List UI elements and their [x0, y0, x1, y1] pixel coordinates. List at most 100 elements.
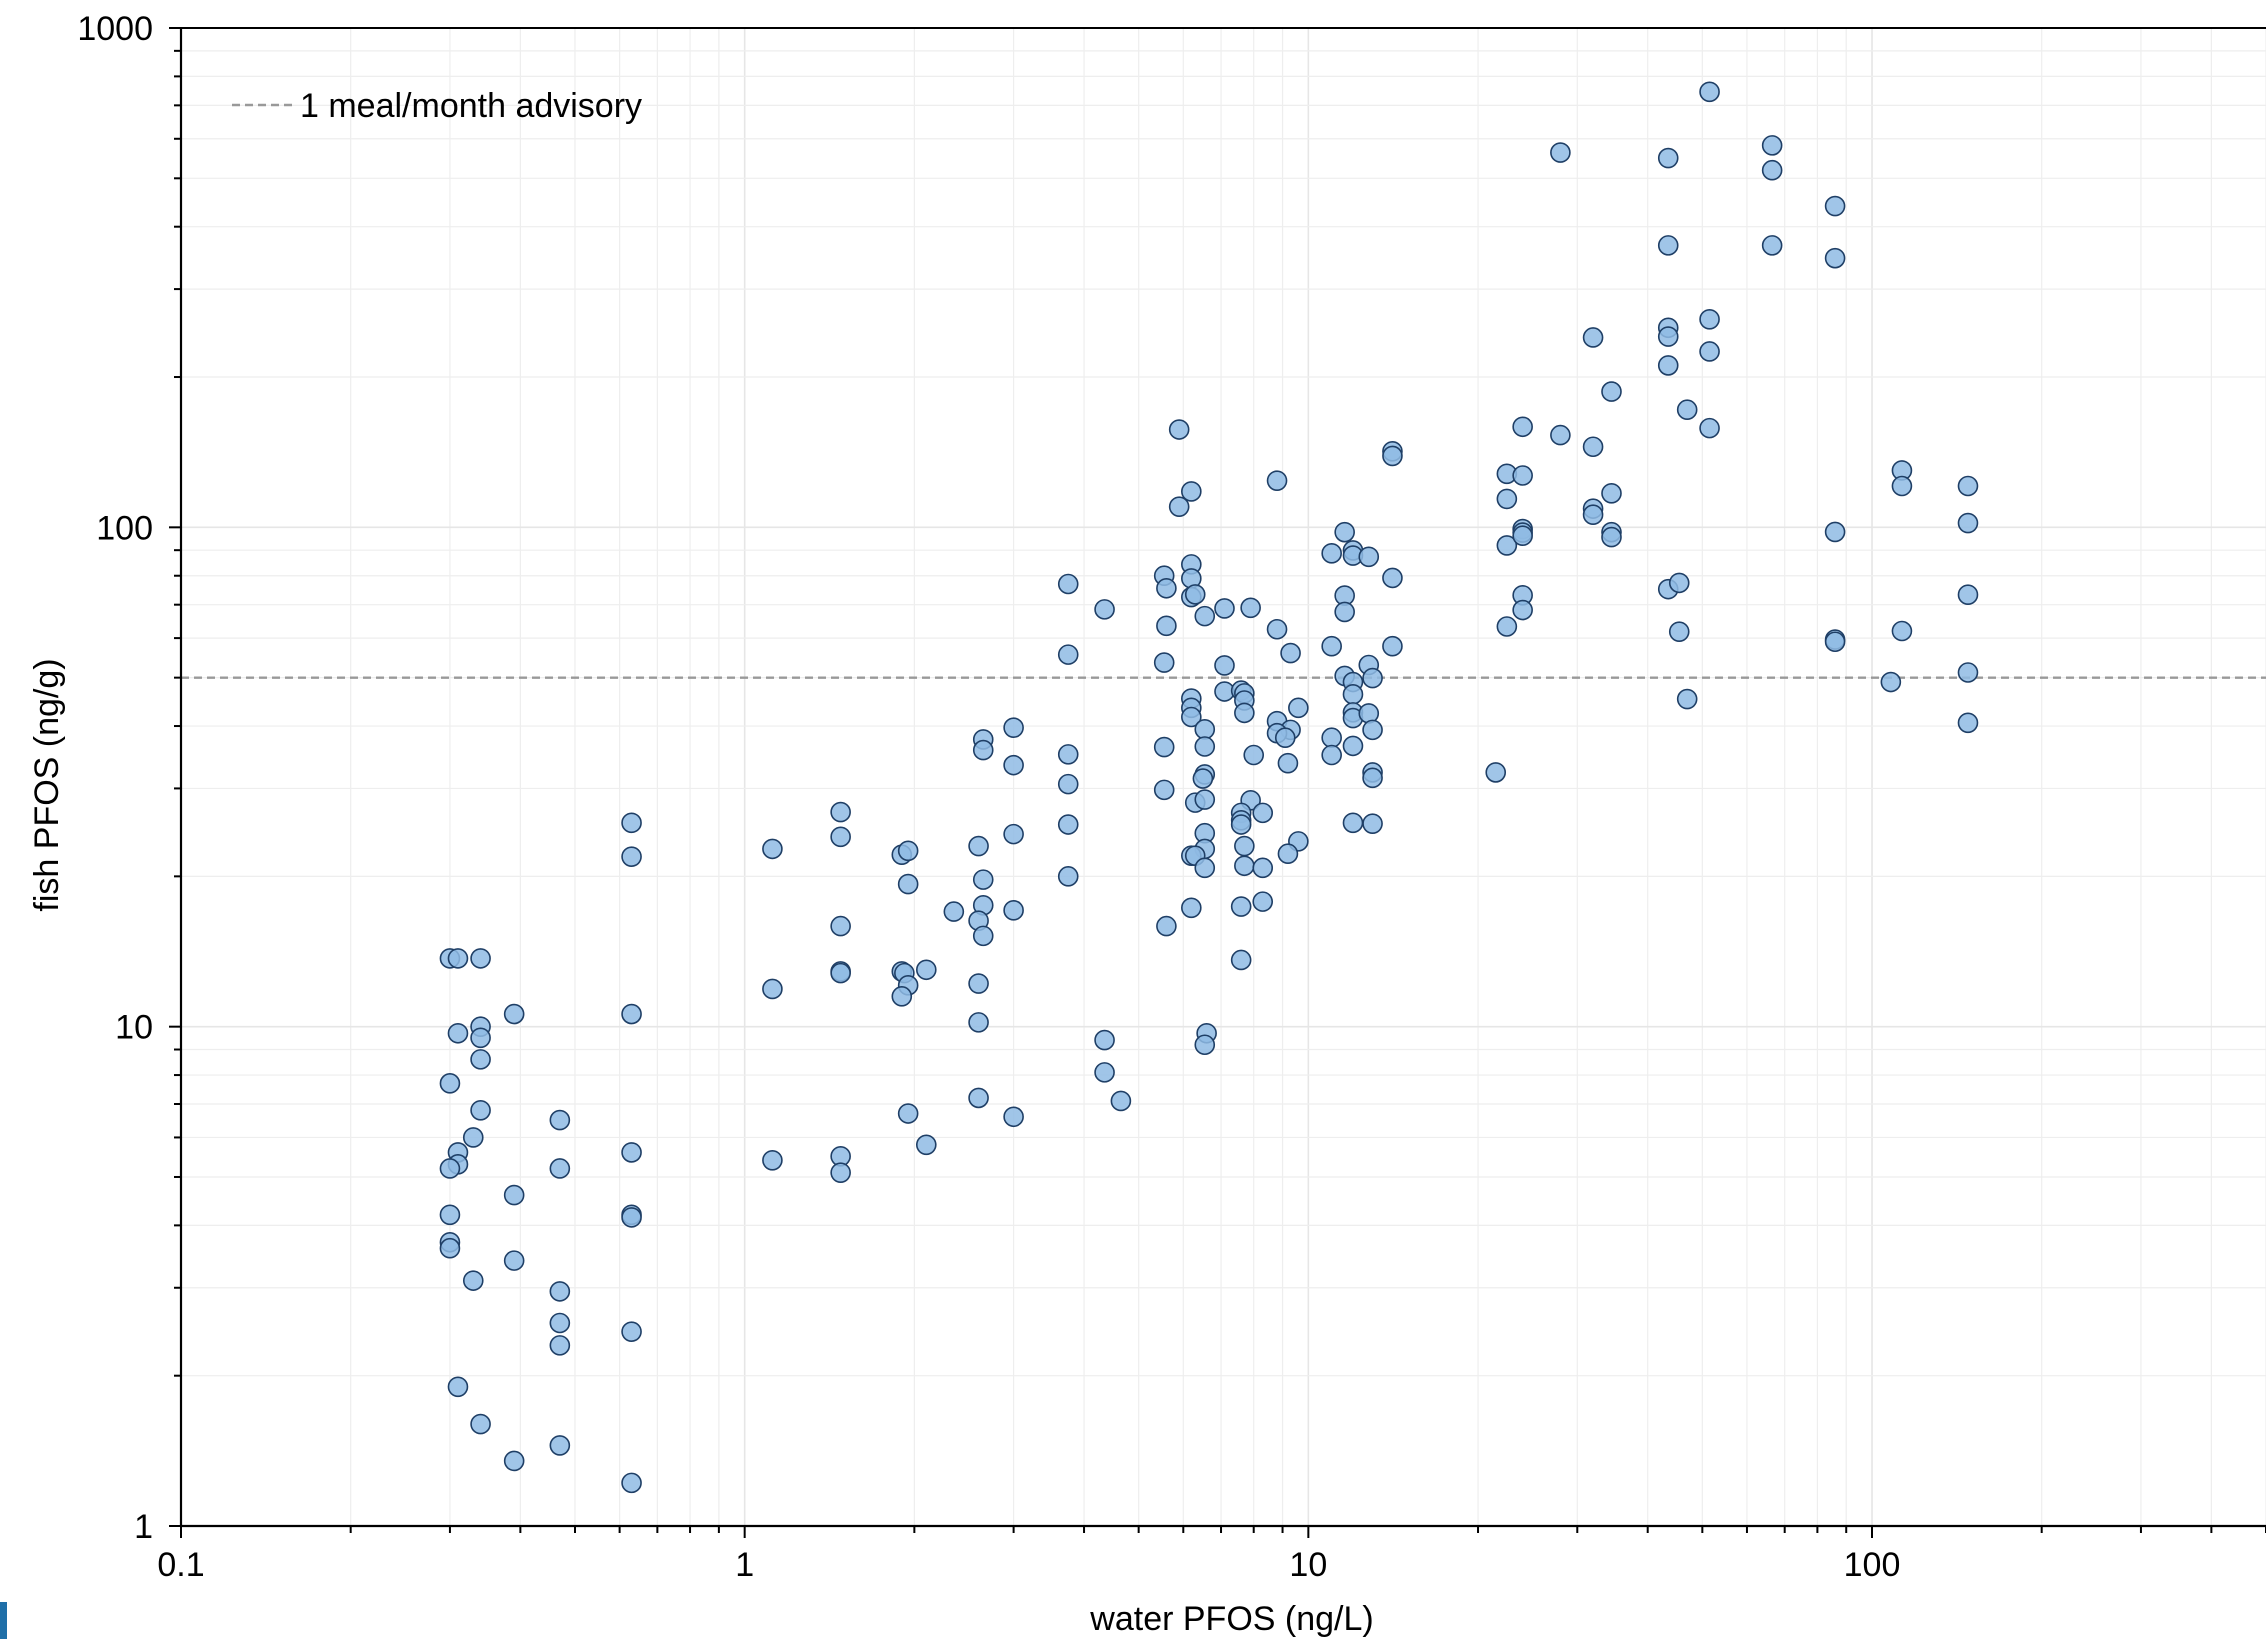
data-point	[1003, 717, 1024, 738]
data-point	[1181, 897, 1202, 919]
data-point	[915, 959, 937, 981]
data-point	[1266, 470, 1288, 491]
data-point	[1362, 719, 1383, 741]
data-point	[439, 1073, 461, 1094]
data-point	[968, 835, 989, 857]
data-point	[549, 1158, 571, 1179]
data-point	[1194, 857, 1216, 879]
data-point	[1252, 857, 1274, 879]
data-point	[1761, 159, 1783, 181]
data-point	[1657, 235, 1679, 256]
data-point	[1194, 789, 1216, 810]
data-point	[1824, 195, 1846, 217]
data-point	[1153, 736, 1175, 758]
legend-advisory-label: 1 meal/month advisory	[300, 87, 642, 125]
data-point	[1362, 767, 1383, 789]
data-point	[1194, 736, 1216, 757]
data-point	[897, 1103, 919, 1124]
data-point	[972, 869, 994, 890]
data-point	[1156, 915, 1177, 937]
data-point	[1824, 247, 1846, 269]
x-axis-label: water PFOS (ng/L)	[1089, 1600, 1373, 1638]
data-point	[1496, 488, 1518, 510]
data-point	[1057, 773, 1079, 795]
data-point	[1891, 620, 1913, 642]
y-tick-label: 10	[115, 1009, 153, 1047]
data-point	[762, 838, 783, 860]
data-point	[1003, 823, 1024, 845]
data-point	[1582, 327, 1604, 348]
data-point	[549, 1312, 571, 1334]
data-point	[470, 948, 491, 969]
data-point	[1156, 615, 1177, 637]
data-point	[503, 1003, 525, 1025]
data-point	[1496, 535, 1518, 556]
data-point	[1057, 644, 1079, 665]
data-point	[1382, 567, 1403, 589]
y-tick-label: 1000	[77, 10, 153, 48]
data-point	[1362, 667, 1383, 689]
data-point	[1057, 573, 1079, 595]
data-point	[1184, 584, 1206, 605]
data-point	[1485, 762, 1507, 783]
data-point	[1334, 521, 1355, 543]
data-point	[1110, 1090, 1132, 1112]
data-point	[1194, 1034, 1216, 1056]
data-point	[470, 1027, 491, 1049]
data-point	[621, 1472, 642, 1494]
data-point	[1824, 521, 1846, 543]
data-point	[462, 1270, 484, 1291]
data-point	[830, 826, 851, 848]
data-point	[1234, 855, 1255, 877]
x-tick-label: 100	[1844, 1546, 1901, 1584]
data-point	[1057, 744, 1079, 765]
data-point	[1240, 597, 1261, 619]
data-point	[1657, 326, 1679, 347]
data-point	[1252, 802, 1274, 824]
data-point	[1094, 599, 1115, 620]
data-point	[1234, 702, 1255, 724]
data-point	[1288, 697, 1309, 719]
data-point	[462, 1127, 484, 1148]
data-point	[1280, 642, 1301, 664]
data-point	[1512, 525, 1533, 547]
data-points	[439, 81, 1979, 1494]
data-point	[1358, 546, 1380, 568]
corner-accent-mark	[0, 1602, 7, 1639]
data-point	[621, 1142, 642, 1163]
y-tick-label: 100	[96, 509, 153, 547]
data-point	[549, 1281, 571, 1302]
data-point	[1003, 900, 1024, 921]
data-point	[762, 1149, 783, 1171]
grid	[180, 28, 2266, 1527]
data-point	[1891, 475, 1913, 497]
data-point	[470, 1413, 491, 1435]
data-point	[1657, 147, 1679, 169]
data-point	[549, 1109, 571, 1131]
data-point	[1957, 662, 1979, 683]
data-point	[1094, 1062, 1115, 1083]
data-point	[1668, 572, 1690, 594]
data-point	[447, 1376, 469, 1398]
data-point	[1512, 416, 1533, 438]
data-point	[1957, 584, 1979, 605]
data-point	[1676, 688, 1698, 710]
data-point	[549, 1435, 571, 1456]
data-point	[470, 1100, 491, 1121]
data-point	[621, 846, 642, 867]
data-point	[1362, 813, 1383, 834]
data-point	[1824, 631, 1846, 653]
data-point	[1003, 1106, 1024, 1128]
y-tick-label: 1	[134, 1508, 153, 1546]
data-point	[1003, 754, 1024, 776]
data-point	[1334, 601, 1355, 623]
data-point	[1342, 735, 1364, 757]
data-point	[1181, 481, 1202, 502]
data-point	[1699, 341, 1720, 362]
data-point	[915, 1134, 937, 1156]
data-point	[470, 1049, 491, 1070]
data-point	[447, 1022, 469, 1044]
data-point	[1550, 142, 1571, 163]
data-point	[897, 840, 919, 862]
